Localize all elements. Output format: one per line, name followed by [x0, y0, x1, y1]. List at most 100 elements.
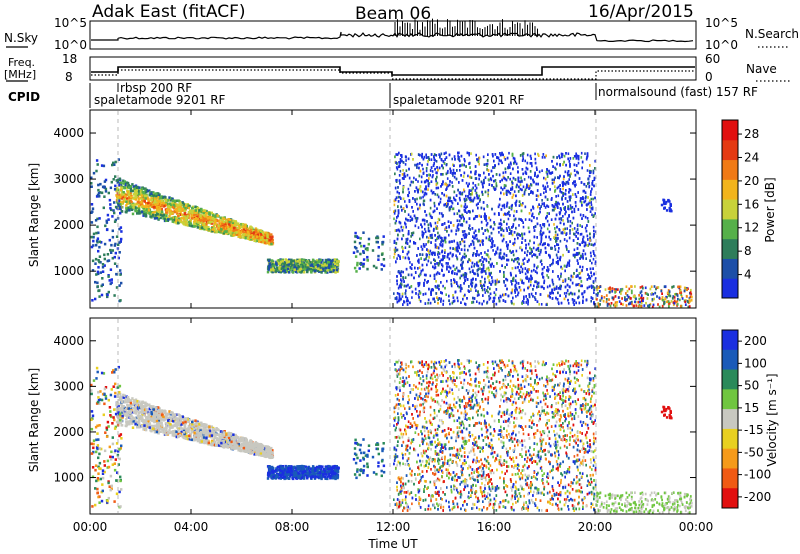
data-cell	[141, 194, 144, 197]
data-cell	[113, 163, 116, 166]
data-cell	[191, 206, 194, 210]
data-cell	[198, 227, 202, 230]
data-cell	[593, 178, 596, 181]
data-cell	[505, 189, 508, 193]
data-cell	[546, 269, 548, 272]
data-cell	[157, 216, 160, 220]
data-cell	[465, 220, 468, 224]
data-cell	[292, 259, 295, 263]
data-cell	[137, 204, 141, 208]
data-cell	[208, 220, 212, 224]
data-cell	[184, 206, 187, 210]
data-cell	[171, 201, 174, 205]
data-cell	[318, 270, 321, 273]
data-cell	[301, 261, 304, 265]
data-cell	[133, 203, 136, 207]
data-cell	[317, 260, 320, 264]
data-cell	[144, 197, 147, 200]
data-cell	[462, 294, 465, 298]
data-cell	[422, 235, 424, 239]
data-cell	[265, 231, 268, 235]
data-cell	[120, 237, 123, 241]
data-cell	[154, 201, 158, 205]
data-cell	[124, 210, 127, 214]
data-cell	[269, 235, 272, 239]
data-cell	[503, 206, 506, 209]
data-cell	[521, 234, 524, 238]
data-cell	[456, 247, 459, 250]
data-cell	[503, 156, 506, 159]
data-cell	[465, 194, 467, 198]
data-cell	[485, 267, 488, 271]
data-cell	[94, 257, 98, 261]
data-cell	[196, 226, 199, 229]
data-cell	[279, 270, 282, 274]
nave-label: Nave	[746, 62, 777, 76]
data-cell	[393, 217, 395, 221]
data-cell	[265, 239, 268, 242]
data-cell	[445, 262, 448, 265]
data-cell	[233, 222, 236, 226]
data-cell	[406, 173, 409, 177]
data-cell	[230, 232, 233, 236]
data-cell	[167, 205, 170, 208]
data-cell	[140, 205, 144, 209]
data-cell	[95, 169, 98, 173]
data-cell	[382, 264, 386, 268]
data-cell	[90, 185, 93, 188]
data-cell	[282, 265, 285, 268]
data-cell	[187, 216, 190, 220]
data-cell	[537, 182, 539, 186]
data-cell	[467, 174, 469, 178]
data-cell	[106, 213, 110, 217]
data-cell	[425, 243, 427, 246]
data-cell	[281, 259, 284, 263]
data-cell	[398, 220, 401, 224]
data-cell	[443, 193, 445, 197]
nsky-label: N.Sky	[4, 31, 38, 45]
data-cell	[103, 195, 106, 198]
data-cell	[574, 154, 577, 158]
data-cell	[482, 267, 484, 271]
data-cell	[191, 214, 194, 217]
data-cell	[96, 225, 99, 229]
data-cell	[524, 251, 526, 254]
data-cell	[122, 191, 125, 194]
data-cell	[515, 295, 517, 298]
data-cell	[547, 276, 550, 279]
data-cell	[131, 183, 134, 186]
data-cell	[99, 182, 102, 186]
data-cell	[417, 293, 420, 296]
data-cell	[539, 207, 541, 210]
data-cell	[202, 214, 206, 217]
data-cell	[204, 209, 207, 212]
data-cell	[533, 226, 535, 229]
data-cell	[552, 291, 554, 295]
data-cell	[487, 290, 489, 294]
data-cell	[481, 240, 483, 244]
data-cell	[404, 292, 407, 295]
data-cell	[586, 278, 589, 281]
data-cell	[482, 239, 484, 243]
data-cell	[410, 267, 413, 270]
data-cell	[117, 158, 120, 161]
data-cell	[90, 182, 93, 185]
data-cell	[147, 201, 150, 205]
data-cell	[581, 284, 583, 288]
data-cell	[574, 233, 576, 236]
data-cell	[291, 271, 295, 274]
data-cell	[240, 231, 243, 234]
data-cell	[527, 242, 530, 246]
data-cell	[522, 202, 524, 205]
data-cell	[205, 209, 208, 213]
data-cell	[200, 208, 203, 211]
data-cell	[562, 253, 564, 257]
data-cell	[143, 212, 146, 216]
data-cell	[119, 195, 122, 199]
data-cell	[428, 229, 431, 233]
data-cell	[332, 260, 335, 264]
data-cell	[267, 266, 271, 269]
data-cell	[231, 221, 235, 224]
data-cell	[296, 270, 299, 273]
data-cell	[582, 240, 585, 244]
